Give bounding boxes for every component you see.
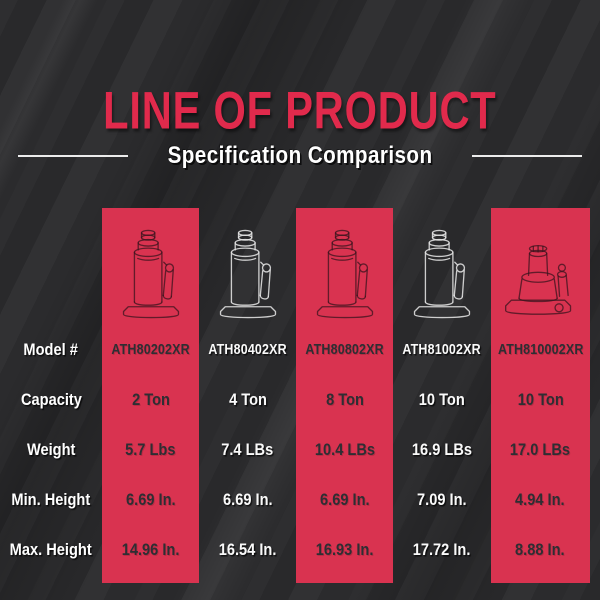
weight-cell: 17.0 LBs [491,425,590,475]
row-label-model: Model # [23,340,79,359]
product-column-ath81002xr: ATH81002XR 10 Ton 16.9 LBs 7.09 In. 17.7… [393,208,490,583]
subtitle-text: Specification Comparison [167,142,433,169]
subtitle-left-rule [17,155,128,157]
row-labels-spacer [0,208,102,325]
min-height-cell: 7.09 In. [393,475,490,525]
bottle-jack-icon [309,226,381,325]
min-height-value: 7.09 In. [417,490,467,509]
model-cell: ATH81002XR [393,325,490,375]
max-height-cell: 16.93 In. [296,525,393,575]
product-illustration-area [102,208,199,325]
product-column-ath80202xr: ATH80202XR 2 Ton 5.7 Lbs 6.69 In. 14.96 … [102,208,200,583]
row-label-capacity-cell: Capacity [0,375,102,425]
capacity-value: 10 Ton [418,390,466,409]
min-height-cell: 6.69 In. [102,475,199,525]
max-height-value: 14.96 In. [121,540,180,559]
capacity-cell: 2 Ton [102,375,199,425]
capacity-value: 2 Ton [131,390,170,409]
product-illustration-area [491,208,590,325]
model-cell: ATH80802XR [296,325,393,375]
row-label-weight-cell: Weight [0,425,102,475]
row-label-weight: Weight [26,440,76,459]
weight-cell: 16.9 LBs [393,425,490,475]
max-height-cell: 8.88 In. [491,525,590,575]
model-value: ATH80402XR [208,342,287,358]
max-height-value: 17.72 In. [413,540,471,559]
model-value: ATH81002XR [402,342,482,358]
capacity-cell: 10 Ton [393,375,490,425]
row-label-model-cell: Model # [0,325,102,375]
min-height-value: 4.94 In. [515,490,566,509]
min-height-cell: 6.69 In. [296,475,393,525]
model-value: ATH80802XR [305,342,385,358]
row-label-max-height: Max. Height [9,540,93,559]
weight-value: 17.0 LBs [510,440,571,459]
max-height-cell: 16.54 In. [199,525,296,575]
capacity-cell: 4 Ton [199,375,296,425]
page-title-text: LINE OF PRODUCT [103,81,497,141]
row-labels-column: Model # Capacity Weight Min. Height Max.… [0,208,102,583]
model-cell: ATH810002XR [491,325,590,375]
row-label-min-height-cell: Min. Height [0,475,102,525]
max-height-value: 8.88 In. [515,540,566,559]
max-height-cell: 14.96 In. [102,525,199,575]
max-height-cell: 17.72 In. [393,525,490,575]
min-height-value: 6.69 In. [320,490,370,509]
product-column-ath810002xr: ATH810002XR 10 Ton 17.0 LBs 4.94 In. 8.8… [490,208,591,583]
subtitle-row: Specification Comparison [0,142,600,170]
weight-value: 10.4 LBs [314,440,375,459]
bottle-jack-icon [115,226,187,325]
product-illustration-area [393,208,490,325]
low-profile-jack-icon [499,241,581,325]
capacity-value: 8 Ton [325,390,364,409]
bottle-jack-icon [212,226,284,325]
weight-cell: 10.4 LBs [296,425,393,475]
weight-cell: 7.4 LBs [199,425,296,475]
capacity-value: 4 Ton [228,390,267,409]
row-label-min-height: Min. Height [11,490,91,509]
product-column-ath80402xr: ATH80402XR 4 Ton 7.4 LBs 6.69 In. 16.54 … [199,208,296,583]
product-illustration-area [296,208,393,325]
subtitle-right-rule [472,155,583,157]
capacity-value: 10 Ton [517,390,564,409]
model-cell: ATH80202XR [102,325,199,375]
max-height-value: 16.54 In. [218,540,277,559]
bottle-jack-icon [406,226,478,325]
page-title: LINE OF PRODUCT [0,81,600,141]
product-column-ath80802xr: ATH80802XR 8 Ton 10.4 LBs 6.69 In. 16.93… [296,208,394,583]
weight-value: 16.9 LBs [411,440,473,459]
spec-comparison-table: Model # Capacity Weight Min. Height Max.… [0,208,591,583]
model-cell: ATH80402XR [199,325,296,375]
model-value: ATH80202XR [111,342,190,358]
capacity-cell: 8 Ton [296,375,393,425]
min-height-cell: 6.69 In. [199,475,296,525]
min-height-value: 6.69 In. [222,490,273,509]
weight-value: 5.7 Lbs [125,440,176,459]
min-height-cell: 4.94 In. [491,475,590,525]
min-height-value: 6.69 In. [125,490,176,509]
capacity-cell: 10 Ton [491,375,590,425]
weight-cell: 5.7 Lbs [102,425,199,475]
model-value: ATH810002XR [497,342,584,358]
product-illustration-area [199,208,296,325]
weight-value: 7.4 LBs [221,440,274,459]
row-label-capacity: Capacity [20,390,82,409]
row-label-max-height-cell: Max. Height [0,525,102,575]
max-height-value: 16.93 In. [315,540,374,559]
